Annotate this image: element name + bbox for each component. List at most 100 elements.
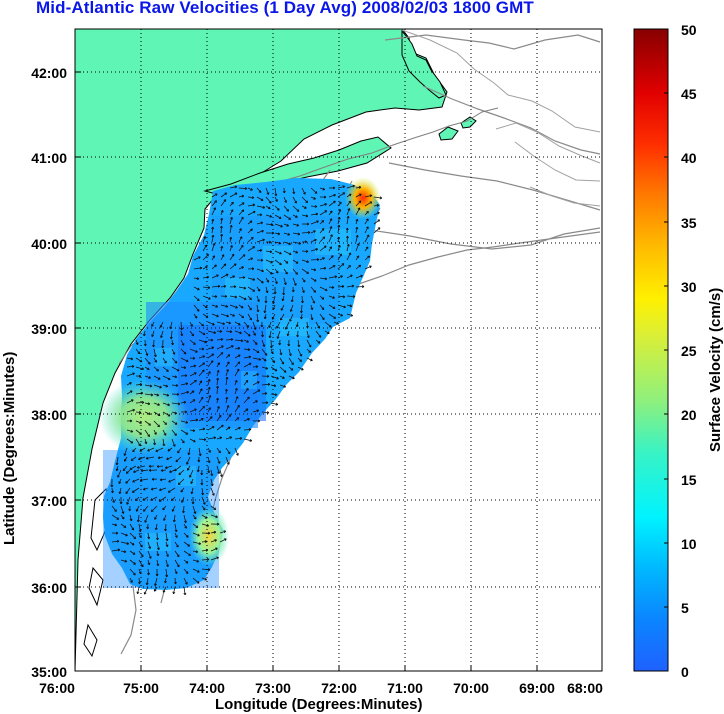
velocity-arrowhead-icon	[160, 470, 164, 472]
velocity-arrow-icon	[147, 447, 155, 452]
velocity-arrow-icon	[270, 366, 278, 372]
velocity-arrowhead-icon	[140, 359, 143, 363]
velocity-arrowhead-icon	[212, 322, 215, 326]
velocity-arrow-icon	[139, 447, 146, 452]
x-tick-label-5: 71:00	[387, 680, 423, 696]
velocity-arrow-icon	[192, 577, 200, 584]
velocity-arrow-icon	[256, 295, 260, 302]
velocity-arrowhead-icon	[245, 379, 248, 382]
velocity-arrowhead-icon	[340, 313, 343, 317]
velocity-arrow-icon	[144, 402, 150, 405]
velocity-arrow-icon	[187, 465, 191, 471]
velocity-arrowhead-icon	[196, 277, 200, 280]
velocity-arrowhead-icon	[329, 210, 333, 213]
velocity-arrowhead-icon	[188, 452, 191, 456]
velocity-arrowhead-icon	[226, 405, 229, 408]
velocity-arrow-icon	[151, 505, 158, 512]
velocity-arrow-icon	[274, 187, 277, 196]
velocity-arrowhead-icon	[220, 210, 224, 212]
velocity-arrowhead-icon	[170, 336, 173, 340]
velocity-arrow-icon	[247, 211, 256, 216]
velocity-arrow-icon	[211, 227, 214, 234]
velocity-arrow-icon	[211, 295, 218, 298]
velocity-arrow-icon	[135, 496, 140, 501]
velocity-arrowhead-icon	[189, 475, 192, 478]
x-tick-label-4: 72:00	[321, 680, 357, 696]
velocity-arrowhead-icon	[201, 472, 204, 476]
velocity-arrow-icon	[220, 225, 222, 234]
axis-ticks	[74, 71, 603, 672]
velocity-arrowhead-icon	[201, 347, 205, 350]
velocity-arrowhead-icon	[220, 337, 224, 340]
velocity-arrowhead-icon	[289, 319, 292, 322]
velocity-arrowhead-icon	[240, 244, 244, 247]
velocity-arrow-icon	[337, 285, 345, 288]
velocity-arrow-icon	[355, 193, 362, 198]
velocity-arrow-icon	[189, 348, 198, 353]
velocity-arrowhead-icon	[234, 185, 238, 188]
y-tick-label-4: 39:00	[31, 321, 67, 337]
velocity-arrow-icon	[272, 295, 276, 304]
velocity-arrow-icon	[234, 427, 241, 431]
marthas-vineyard	[438, 126, 459, 141]
velocity-arrowhead-icon	[239, 331, 242, 334]
velocity-arrowhead-icon	[140, 529, 142, 533]
velocity-arrow-icon	[180, 321, 183, 331]
velocity-arrow-icon	[126, 399, 134, 404]
velocity-arrowhead-icon	[202, 323, 204, 327]
velocity-arrow-icon	[247, 196, 255, 199]
velocity-arrowhead-icon	[268, 206, 271, 209]
velocity-arrow-icon	[220, 199, 227, 207]
velocity-arrowhead-icon	[155, 354, 157, 357]
x-tick-label-7: 69:00	[519, 680, 555, 696]
velocity-arrow-icon	[120, 523, 127, 528]
x-axis-label: Longitude (Degrees:Minutes)	[215, 696, 423, 713]
velocity-arrow-icon	[364, 255, 370, 261]
velocity-arrow-icon	[310, 268, 316, 271]
velocity-arrowhead-icon	[285, 282, 287, 285]
velocity-arrowhead-icon	[197, 581, 200, 584]
velocity-arrow-icon	[216, 378, 219, 386]
velocity-arrowhead-icon	[132, 542, 135, 546]
velocity-arrow-icon	[144, 514, 149, 523]
velocity-arrow-icon	[162, 348, 165, 354]
velocity-arrow-icon	[120, 541, 129, 545]
velocity-arrow-icon	[310, 230, 316, 234]
velocity-arrowhead-icon	[207, 568, 211, 571]
velocity-arrowhead-icon	[194, 342, 196, 345]
velocity-arrow-icon	[238, 187, 248, 189]
velocity-arrow-icon	[183, 532, 189, 538]
velocity-arrow-icon	[355, 264, 361, 270]
velocity-arrow-icon	[193, 277, 199, 280]
velocity-arrow-icon	[211, 264, 217, 270]
velocity-arrowhead-icon	[158, 377, 161, 380]
velocity-arrowhead-icon	[185, 382, 188, 384]
velocity-arrowhead-icon	[333, 306, 336, 309]
velocity-arrowhead-icon	[124, 550, 127, 553]
colorbar-tick-label-10: 50	[681, 22, 697, 38]
velocity-arrow-icon	[160, 478, 167, 481]
velocity-arrow-icon	[197, 465, 200, 472]
velocity-arrowhead-icon	[176, 392, 180, 395]
velocity-arrow-icon	[265, 214, 272, 218]
velocity-arrow-icon	[202, 304, 208, 308]
velocity-arrow-icon	[144, 393, 153, 396]
velocity-arrowhead-icon	[173, 519, 176, 523]
velocity-arrow-icon	[190, 478, 194, 484]
velocity-arrow-icon	[153, 348, 157, 357]
velocity-arrowhead-icon	[171, 499, 174, 502]
velocity-arrowhead-icon	[157, 403, 160, 406]
velocity-arrowhead-icon	[181, 500, 184, 503]
velocity-arrow-icon	[153, 429, 157, 435]
velocity-arrow-icon	[229, 202, 234, 207]
velocity-arrowhead-icon	[132, 408, 135, 411]
velocity-arrowhead-icon	[226, 314, 229, 317]
northeast-coast-detail	[401, 29, 601, 207]
velocity-arrowhead-icon	[207, 531, 211, 534]
velocity-arrow-icon	[129, 514, 132, 521]
velocity-arrowhead-icon	[231, 253, 234, 256]
velocity-arrowhead-icon	[154, 442, 157, 446]
velocity-arrowhead-icon	[213, 331, 217, 334]
velocity-arrow-icon	[211, 274, 219, 279]
velocity-arrowhead-icon	[204, 244, 207, 247]
